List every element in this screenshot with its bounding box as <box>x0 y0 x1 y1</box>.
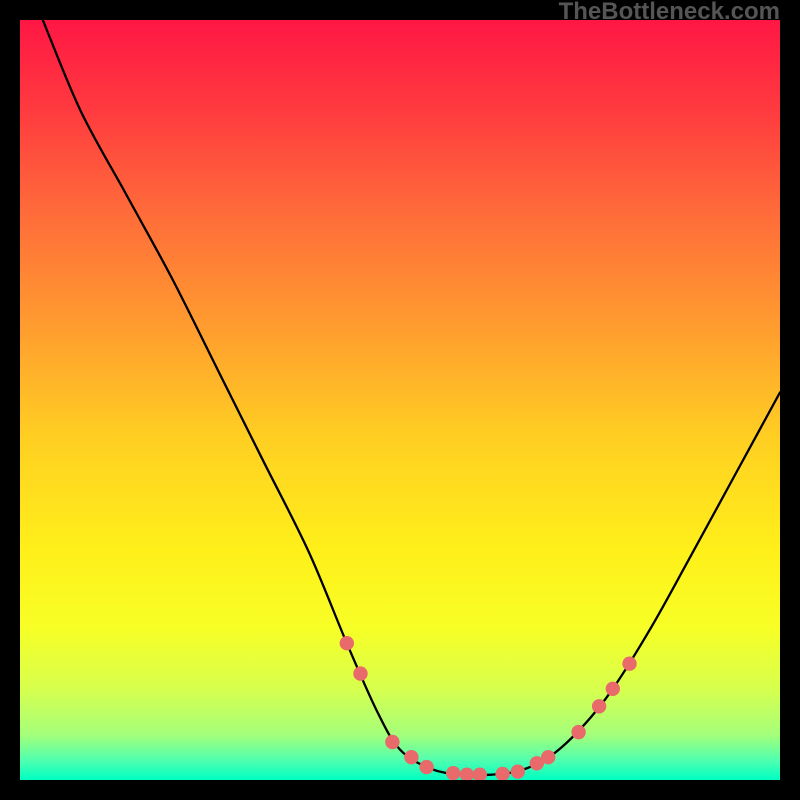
chart-frame: TheBottleneck.com <box>0 0 800 800</box>
marker-point <box>571 725 585 739</box>
marker-point <box>511 764 525 778</box>
marker-point <box>541 750 555 764</box>
marker-point <box>446 766 460 780</box>
gradient-background <box>20 20 780 780</box>
marker-point <box>404 750 418 764</box>
marker-point <box>353 666 367 680</box>
marker-point <box>385 735 399 749</box>
marker-point <box>419 760 433 774</box>
plot-area <box>20 20 780 780</box>
marker-point <box>606 682 620 696</box>
plot-svg <box>20 20 780 780</box>
marker-point <box>592 699 606 713</box>
marker-point <box>622 657 636 671</box>
marker-point <box>340 636 354 650</box>
